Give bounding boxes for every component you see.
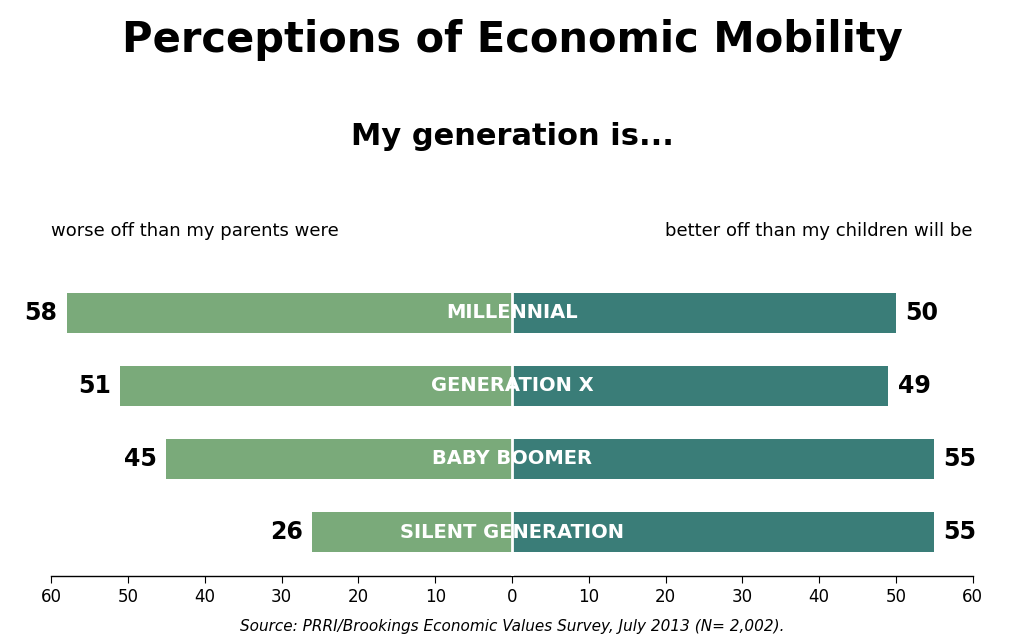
Text: 58: 58 [25,301,57,324]
Bar [312,512,512,552]
Bar [512,512,934,552]
Bar [512,365,888,406]
Bar [121,365,512,406]
Text: SILENT GENERATION: SILENT GENERATION [400,523,624,541]
Text: 50: 50 [905,301,938,324]
Text: 55: 55 [944,520,977,544]
Text: BABY BOOMER: BABY BOOMER [432,449,592,468]
Text: 51: 51 [78,374,111,398]
Text: My generation is...: My generation is... [350,122,674,150]
Text: Perceptions of Economic Mobility: Perceptions of Economic Mobility [122,19,902,61]
Bar [512,439,934,479]
Text: MILLENNIAL: MILLENNIAL [446,303,578,322]
Bar [167,439,512,479]
Bar [512,292,896,333]
Text: Source: PRRI/Brookings Economic Values Survey, July 2013 (N= 2,002).: Source: PRRI/Brookings Economic Values S… [240,619,784,634]
Text: 55: 55 [944,447,977,471]
Bar [67,292,512,333]
Text: GENERATION X: GENERATION X [431,376,593,396]
Text: 26: 26 [270,520,303,544]
Text: 49: 49 [897,374,931,398]
Text: worse off than my parents were: worse off than my parents were [51,222,339,240]
Text: better off than my children will be: better off than my children will be [666,222,973,240]
Text: 45: 45 [124,447,157,471]
